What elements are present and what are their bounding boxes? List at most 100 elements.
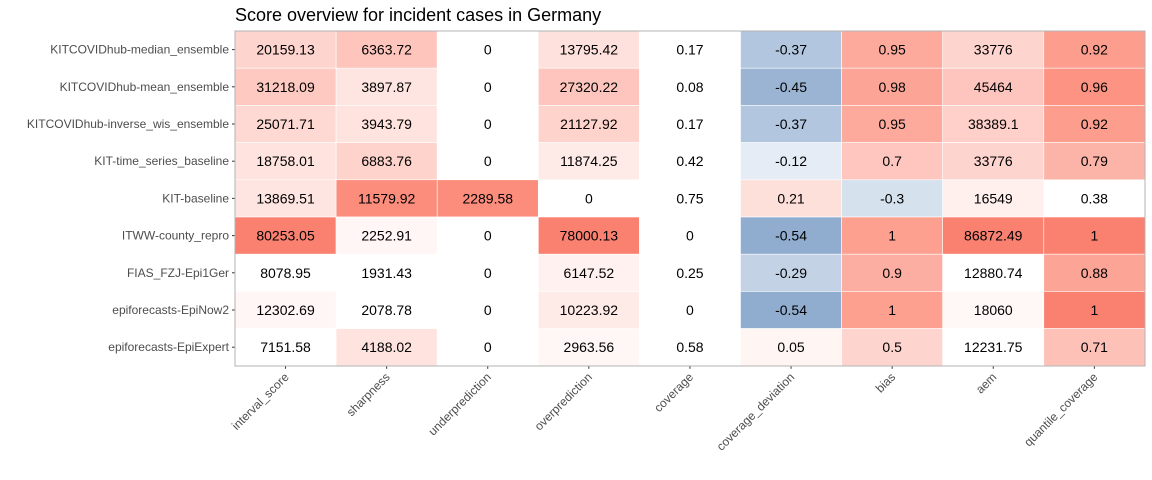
cell-label-3-3: 11874.25	[560, 153, 618, 169]
column-labels: interval_score sharpness underprediction ov…	[229, 365, 1101, 454]
cell-label-2-4: 0.17	[676, 116, 703, 132]
column-label-0: interval_score	[229, 370, 292, 433]
cell-label-5-2: 0	[484, 228, 492, 244]
cell-label-7-1: 2078.78	[361, 302, 412, 318]
cell-6-2	[436, 253, 539, 292]
cell-label-5-5: -0.54	[775, 228, 807, 244]
cell-6-4	[639, 253, 741, 292]
cell-label-4-1: 11579.92	[358, 190, 416, 206]
cell-4-8	[1043, 179, 1146, 218]
cell-label-3-1: 6883.76	[361, 153, 412, 169]
cell-label-6-6: 0.9	[882, 265, 902, 281]
cell-2-8	[1043, 105, 1146, 143]
row-label-3: KIT-time_series_baseline	[94, 154, 229, 168]
cell-label-3-0: 18758.01	[256, 153, 315, 169]
cell-label-7-7: 18060	[974, 302, 1013, 318]
cell-label-8-1: 4188.02	[361, 339, 412, 355]
row-label-8: epiforecasts-EpiExpert	[108, 340, 229, 354]
cell-7-4	[639, 291, 741, 329]
cell-8-6	[841, 328, 943, 367]
cell-0-3	[537, 30, 640, 69]
cell-4-2	[436, 179, 539, 218]
cell-label-4-5: 0.21	[777, 190, 804, 206]
cell-label-2-2: 0	[484, 116, 492, 132]
cell-4-6	[841, 179, 943, 218]
cell-5-5	[740, 216, 842, 255]
row-label-7: epiforecasts-EpiNow2	[112, 303, 229, 317]
cell-3-3	[537, 142, 640, 181]
cell-label-8-6: 0.5	[882, 339, 902, 355]
cell-label-3-4: 0.42	[676, 153, 703, 169]
cell-label-7-2: 0	[484, 302, 492, 318]
cell-label-0-2: 0	[484, 42, 492, 58]
cell-label-6-3: 6147.52	[564, 265, 615, 281]
cell-1-4	[639, 67, 741, 106]
cell-label-5-1: 2252.91	[361, 228, 412, 244]
cell-6-1	[335, 253, 438, 292]
cell-label-2-6: 0.95	[879, 116, 906, 132]
cell-label-6-1: 1931.43	[361, 265, 412, 281]
cell-3-1	[335, 142, 438, 181]
column-label-3: overprediction	[532, 370, 595, 433]
cell-label-8-3: 2963.56	[564, 339, 615, 355]
cell-label-1-1: 3897.87	[361, 79, 412, 95]
cell-7-6	[841, 291, 943, 329]
cell-label-3-5: -0.12	[775, 153, 807, 169]
panel-border	[234, 30, 1146, 367]
cell-label-2-5: -0.37	[775, 116, 807, 132]
cell-8-5	[740, 328, 842, 367]
cell-label-0-3: 13795.42	[560, 42, 619, 58]
cell-2-2	[436, 105, 539, 143]
column-label-2: underprediction	[425, 370, 493, 438]
cell-1-5	[740, 67, 842, 106]
cell-label-8-5: 0.05	[777, 339, 804, 355]
cell-label-6-4: 0.25	[676, 265, 703, 281]
cell-1-0	[234, 67, 337, 106]
cell-label-6-7: 12880.74	[964, 265, 1023, 281]
cell-label-8-2: 0	[484, 339, 492, 355]
cell-label-1-3: 27320.22	[560, 79, 619, 95]
cell-7-3	[537, 291, 640, 329]
cell-label-0-6: 0.95	[879, 42, 906, 58]
cell-0-4	[639, 30, 741, 69]
cell-4-5	[740, 179, 842, 218]
cell-7-5	[740, 291, 842, 329]
row-label-1: KITCOVIDhub-mean_ensemble	[60, 80, 230, 94]
cell-label-0-5: -0.37	[775, 42, 807, 58]
row-label-4: KIT-baseline	[162, 191, 229, 205]
cell-1-6	[841, 67, 943, 106]
cell-0-7	[942, 30, 1045, 69]
cell-7-2	[436, 291, 539, 329]
cell-label-5-3: 78000.13	[560, 228, 619, 244]
cell-label-1-5: -0.45	[775, 79, 807, 95]
row-label-5: ITWW-county_repro	[122, 229, 229, 243]
cell-5-1	[335, 216, 438, 255]
cell-label-7-8: 1	[1090, 302, 1098, 318]
cell-label-1-7: 45464	[974, 79, 1013, 95]
column-label-8: quantile_coverage	[1021, 370, 1100, 449]
cell-8-2	[436, 328, 539, 367]
cell-8-8	[1043, 328, 1146, 367]
cell-0-0	[234, 30, 337, 69]
cell-1-7	[942, 67, 1045, 106]
cell-label-4-4: 0.75	[676, 190, 703, 206]
cell-label-4-8: 0.38	[1081, 190, 1108, 206]
column-label-4: coverage	[651, 370, 696, 415]
cell-label-7-0: 12302.69	[256, 302, 315, 318]
cell-5-4	[639, 216, 741, 255]
cell-label-6-8: 0.88	[1081, 265, 1108, 281]
cell-3-7	[942, 142, 1045, 181]
cell-label-8-0: 7151.58	[260, 339, 311, 355]
cell-5-0	[234, 216, 337, 255]
cell-3-0	[234, 142, 337, 181]
column-label-5: coverage_deviation	[714, 370, 797, 453]
cell-label-4-3: 0	[585, 190, 593, 206]
cell-0-1	[335, 30, 438, 69]
cell-label-4-7: 16549	[974, 190, 1013, 206]
cell-label-1-6: 0.98	[879, 79, 906, 95]
cell-label-4-2: 2289.58	[462, 190, 513, 206]
cell-0-5	[740, 30, 842, 69]
cell-label-5-7: 86872.49	[964, 228, 1023, 244]
cell-1-8	[1043, 67, 1146, 106]
